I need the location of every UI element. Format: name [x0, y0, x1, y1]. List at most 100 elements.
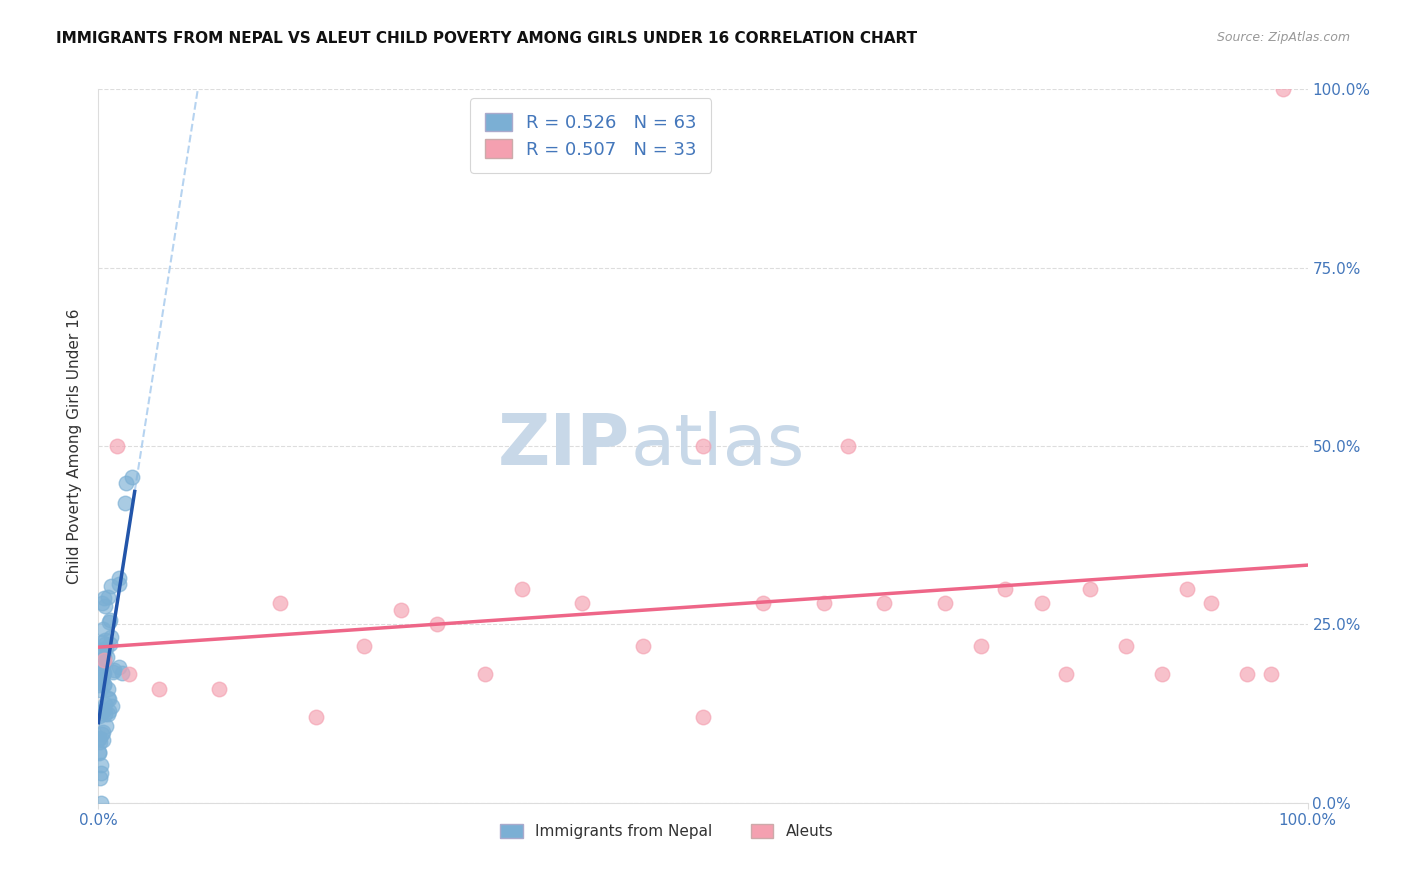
Point	[91, 704, 114, 718]
Point	[108, 577, 131, 591]
Point	[305, 710, 328, 724]
Point	[837, 439, 859, 453]
Point	[93, 645, 115, 659]
Point	[103, 663, 125, 677]
Point	[94, 718, 117, 732]
Point	[100, 579, 122, 593]
Point	[114, 476, 136, 491]
Point	[90, 669, 112, 683]
Point	[94, 633, 117, 648]
Point	[108, 660, 131, 674]
Point	[1272, 82, 1295, 96]
Point	[208, 681, 231, 696]
Point	[121, 469, 143, 483]
Text: ZIP: ZIP	[498, 411, 630, 481]
Point	[970, 639, 993, 653]
Point	[89, 731, 111, 745]
Point	[93, 678, 115, 692]
Point	[87, 678, 110, 692]
Point	[94, 697, 117, 711]
Point	[93, 677, 115, 691]
Point	[94, 599, 117, 614]
Y-axis label: Child Poverty Among Girls Under 16: Child Poverty Among Girls Under 16	[67, 309, 83, 583]
Point	[89, 673, 111, 688]
Point	[93, 622, 115, 636]
Point	[389, 603, 412, 617]
Point	[93, 649, 115, 664]
Point	[105, 439, 128, 453]
Point	[1054, 667, 1077, 681]
Point	[91, 665, 114, 680]
Point	[97, 590, 120, 604]
Point	[571, 596, 593, 610]
Point	[87, 746, 110, 760]
Point	[1078, 582, 1101, 596]
Point	[631, 639, 654, 653]
Point	[87, 745, 110, 759]
Point	[93, 653, 115, 667]
Point	[98, 614, 121, 628]
Point	[353, 639, 375, 653]
Point	[97, 707, 120, 722]
Point	[813, 596, 835, 610]
Point	[148, 681, 170, 696]
Point	[108, 571, 131, 585]
Point	[994, 582, 1017, 596]
Point	[96, 650, 118, 665]
Point	[87, 731, 110, 746]
Point	[91, 661, 114, 675]
Point	[118, 667, 141, 681]
Point	[1199, 596, 1222, 610]
Point	[100, 698, 122, 713]
Point	[752, 596, 775, 610]
Point	[93, 591, 115, 605]
Point	[87, 643, 110, 657]
Point	[101, 665, 124, 679]
Point	[90, 796, 112, 810]
Point	[97, 690, 120, 705]
Point	[91, 732, 114, 747]
Point	[934, 596, 956, 610]
Point	[90, 766, 112, 780]
Point	[90, 758, 112, 772]
Point	[90, 654, 112, 668]
Point	[93, 665, 115, 680]
Point	[91, 726, 114, 740]
Point	[98, 692, 121, 706]
Point	[510, 582, 533, 596]
Point	[1115, 639, 1137, 653]
Point	[873, 596, 896, 610]
Point	[89, 771, 111, 785]
Point	[98, 637, 121, 651]
Point	[114, 496, 136, 510]
Point	[94, 637, 117, 651]
Point	[111, 666, 134, 681]
Point	[100, 631, 122, 645]
Point	[89, 735, 111, 749]
Point	[87, 708, 110, 723]
Point	[1152, 667, 1174, 681]
Point	[93, 657, 115, 671]
Point	[91, 596, 114, 610]
Point	[94, 706, 117, 721]
Point	[91, 635, 114, 649]
Point	[269, 596, 291, 610]
Point	[426, 617, 449, 632]
Point	[89, 682, 111, 697]
Text: IMMIGRANTS FROM NEPAL VS ALEUT CHILD POVERTY AMONG GIRLS UNDER 16 CORRELATION CH: IMMIGRANTS FROM NEPAL VS ALEUT CHILD POV…	[56, 31, 917, 46]
Legend: Immigrants from Nepal, Aleuts: Immigrants from Nepal, Aleuts	[494, 818, 839, 845]
Point	[98, 704, 121, 718]
Point	[692, 710, 714, 724]
Point	[91, 672, 114, 686]
Point	[474, 667, 496, 681]
Point	[97, 681, 120, 696]
Text: Source: ZipAtlas.com: Source: ZipAtlas.com	[1216, 31, 1350, 45]
Point	[1175, 582, 1198, 596]
Point	[1236, 667, 1258, 681]
Text: atlas: atlas	[630, 411, 804, 481]
Point	[96, 640, 118, 655]
Point	[1031, 596, 1053, 610]
Point	[1260, 667, 1282, 681]
Point	[93, 703, 115, 717]
Point	[97, 615, 120, 629]
